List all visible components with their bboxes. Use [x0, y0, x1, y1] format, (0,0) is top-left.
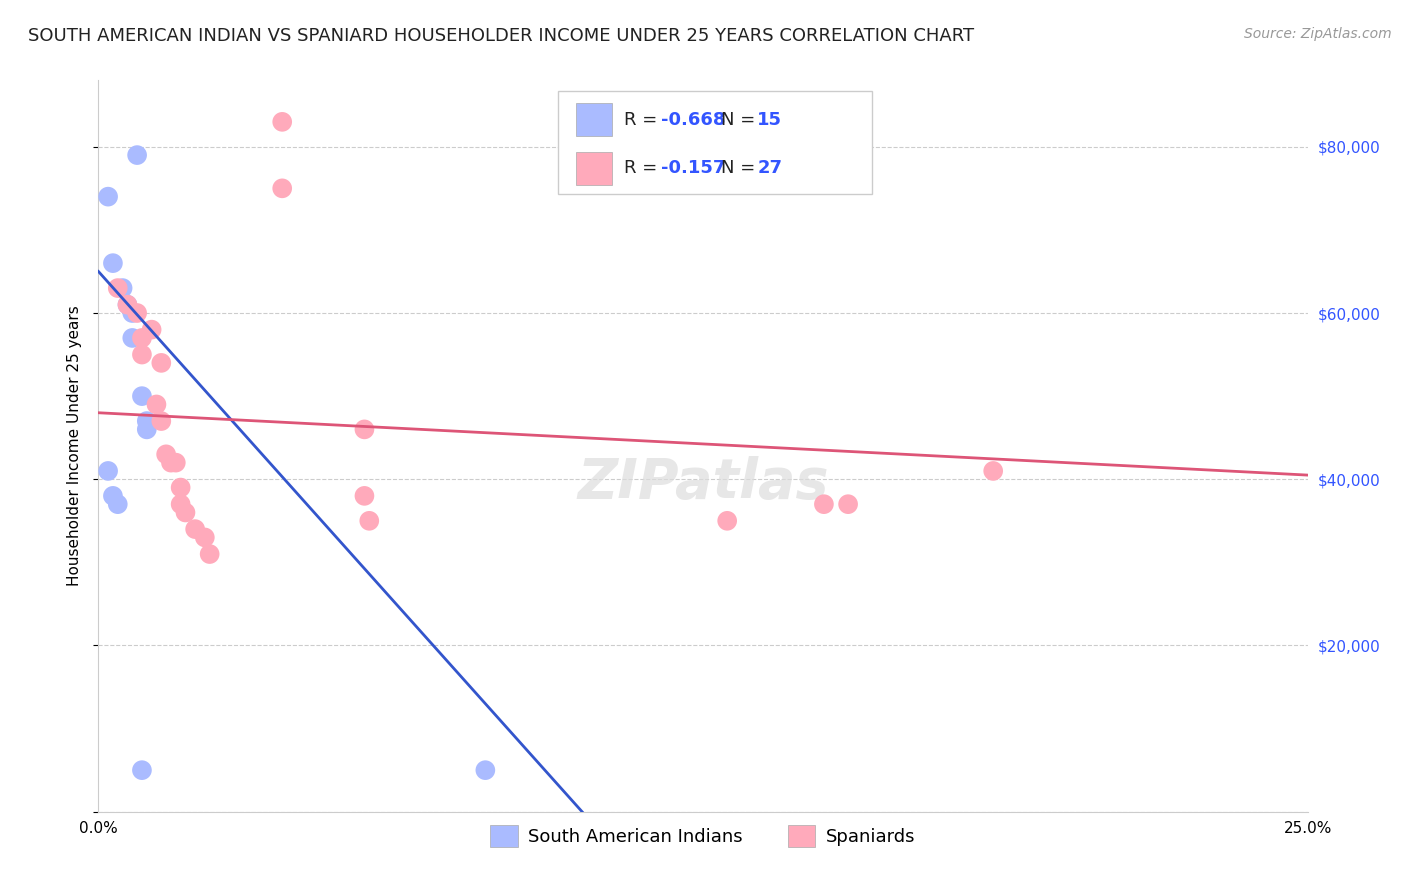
Bar [576, 152, 613, 185]
Point [141, 323, 163, 337]
Point [131, 389, 153, 403]
Point [165, 456, 187, 470]
Point [353, 489, 375, 503]
Point [150, 356, 173, 370]
Point [359, 514, 381, 528]
Text: Source: ZipAtlas.com: Source: ZipAtlas.com [1244, 27, 1392, 41]
Y-axis label: Householder Income Under 25 years: Householder Income Under 25 years [67, 306, 83, 586]
Point [127, 148, 149, 162]
Point [160, 456, 183, 470]
Point [107, 281, 129, 295]
Point [145, 397, 167, 411]
Point [131, 763, 153, 777]
Text: R =: R = [624, 159, 664, 177]
Legend: South American Indians, Spaniards: South American Indians, Spaniards [484, 817, 922, 854]
Point [194, 530, 217, 544]
Point [169, 497, 191, 511]
Point [155, 447, 177, 461]
Text: -0.668: -0.668 [661, 111, 725, 129]
Point [716, 514, 738, 528]
Point [353, 422, 375, 436]
Point [111, 281, 134, 295]
Point [174, 506, 197, 520]
Text: R =: R = [624, 111, 664, 129]
Point [107, 497, 129, 511]
Point [117, 298, 139, 312]
Point [271, 115, 294, 129]
Point [127, 306, 149, 320]
Point [121, 331, 143, 345]
Text: SOUTH AMERICAN INDIAN VS SPANIARD HOUSEHOLDER INCOME UNDER 25 YEARS CORRELATION : SOUTH AMERICAN INDIAN VS SPANIARD HOUSEH… [28, 27, 974, 45]
Point [184, 522, 207, 536]
Point [131, 347, 153, 362]
Point [101, 256, 124, 270]
Point [97, 189, 120, 203]
Point [150, 414, 173, 428]
Point [135, 414, 157, 428]
Point [101, 489, 124, 503]
Point [813, 497, 835, 511]
Point [97, 464, 120, 478]
Point [981, 464, 1004, 478]
Point [198, 547, 221, 561]
Point [121, 306, 143, 320]
Point [169, 481, 191, 495]
Text: N =: N = [721, 111, 761, 129]
Text: 15: 15 [758, 111, 782, 129]
FancyBboxPatch shape [558, 91, 872, 194]
Point [131, 331, 153, 345]
Text: N =: N = [721, 159, 761, 177]
Text: -0.157: -0.157 [661, 159, 725, 177]
Bar [576, 103, 613, 136]
Point [837, 497, 859, 511]
Text: ZIPatlas: ZIPatlas [578, 456, 828, 509]
Point [135, 422, 157, 436]
Point [474, 763, 496, 777]
Text: 27: 27 [758, 159, 782, 177]
Point [117, 298, 139, 312]
Point [271, 181, 294, 195]
